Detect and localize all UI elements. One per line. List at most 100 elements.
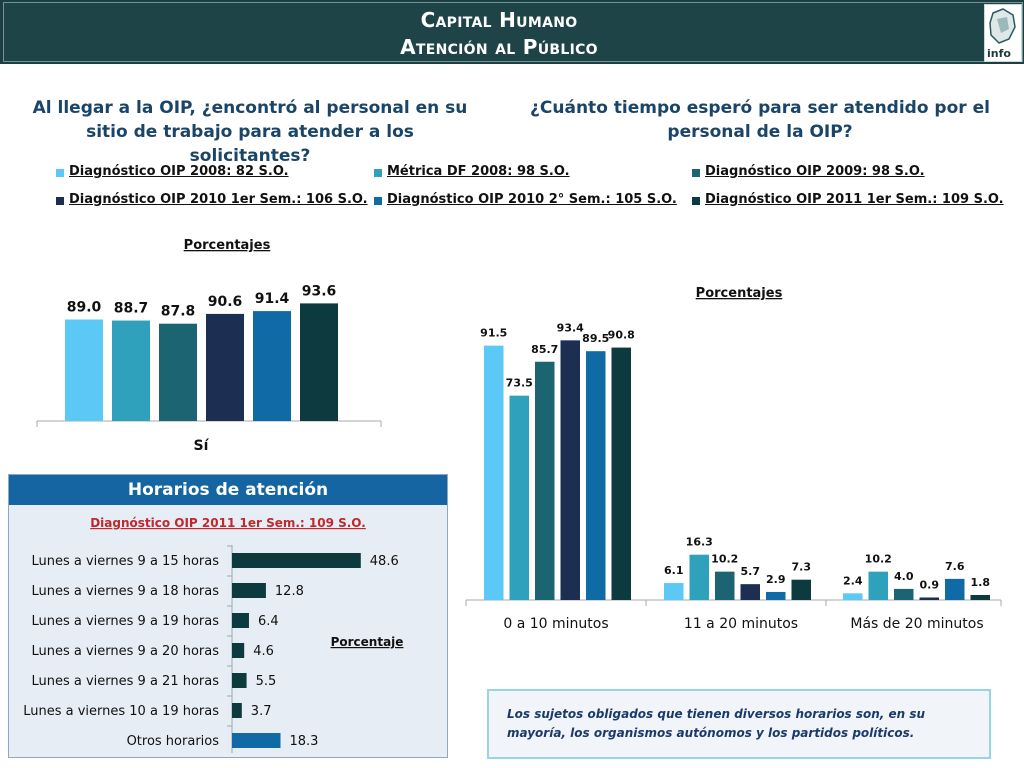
- chart3-bar-2: [232, 613, 249, 628]
- chart1-value-label-0: 89.0: [67, 300, 102, 316]
- chart2-value-label-2-4: 7.6: [945, 560, 965, 573]
- chart2-value-label-1-1: 16.3: [686, 536, 713, 549]
- chart2-bar-1-0: [664, 583, 684, 600]
- chart3-subtitle: Diagnóstico OIP 2011 1er Sem.: 109 S.O.: [90, 516, 366, 530]
- chart1-value-label-2: 87.8: [161, 304, 196, 320]
- chart2-bar-1-1: [689, 554, 709, 600]
- title-line-1: Capital Humano: [420, 8, 578, 32]
- chart3-value-label-4: 5.5: [256, 674, 277, 689]
- title-line-2: Atención al Público: [400, 35, 598, 59]
- chart2-value-label-0-3: 93.4: [557, 321, 584, 334]
- header-frame: Capital Humano Atención al Público: [3, 2, 1023, 62]
- panel-title: Horarios de atención: [9, 475, 447, 505]
- chart1-bar-3: [206, 313, 244, 421]
- legend-label-0: Diagnóstico OIP 2008: 82 S.O.: [69, 164, 289, 179]
- legend-swatch-1: [374, 169, 382, 177]
- chart2-value-label-2-2: 4.0: [894, 570, 914, 583]
- chart1-bar-0: [65, 319, 103, 421]
- chart2-bar-0-5: [611, 347, 631, 600]
- legend-swatch-0: [56, 169, 64, 177]
- note-box: Los sujetos obligados que tienen diverso…: [487, 689, 991, 759]
- chart1-bar-4: [253, 311, 291, 421]
- chart3-bar-3: [232, 643, 245, 658]
- chart2-title: Porcentajes: [696, 286, 783, 301]
- legend-label-1: Métrica DF 2008: 98 S.O.: [387, 164, 570, 179]
- chart2-value-label-2-0: 2.4: [843, 574, 863, 587]
- chart3-category-label-3: Lunes a viernes 9 a 20 horas: [31, 644, 219, 659]
- chart3-category-label-1: Lunes a viernes 9 a 18 horas: [31, 584, 219, 599]
- question-1: Al llegar a la OIP, ¿encontró al persona…: [32, 98, 468, 166]
- chart2-bar-1-2: [715, 571, 735, 600]
- chart1-bar-1: [112, 320, 150, 421]
- chart2-bar-1-3: [740, 584, 760, 600]
- chart3-bar-5: [232, 703, 242, 718]
- chart2-value-label-2-5: 1.8: [971, 576, 991, 589]
- chart2-value-label-1-2: 10.2: [711, 553, 738, 566]
- chart-wait-time: Porcentajes 91.5 73.5 85.7 93.489.590.8 0 a 1…: [465, 286, 1002, 632]
- chart2-category-label-0: 0 a 10 minutos: [503, 616, 608, 632]
- schedules-panel: Horarios de atención Diagnóstico OIP 201…: [8, 474, 448, 758]
- chart1-value-label-3: 90.6: [208, 294, 243, 310]
- question-2: ¿Cuánto tiempo esperó para ser atendido …: [530, 98, 990, 142]
- chart-schedules: Diagnóstico OIP 2011 1er Sem.: 109 S.O. L…: [23, 516, 404, 753]
- chart1-bar-2: [159, 323, 197, 421]
- note-text: Los sujetos obligados que tienen diverso…: [507, 707, 926, 740]
- chart1-bar-5: [300, 303, 338, 421]
- legend-label-3: Diagnóstico OIP 2010 1er Sem.: 106 S.O.: [69, 192, 368, 207]
- chart2-bar-2-1: [868, 571, 888, 600]
- chart2-value-label-1-4: 2.9: [766, 573, 786, 586]
- chart2-bar-2-5: [970, 594, 990, 600]
- chart2-bar-2-3: [919, 597, 939, 600]
- chart2-bar-2-0: [843, 593, 863, 600]
- chart2-value-label-0-2: 85.7: [531, 343, 558, 356]
- chart2-bar-0-4: [586, 351, 606, 600]
- legend-swatch-2: [692, 169, 700, 177]
- chart2-bar-0-1: [509, 395, 529, 600]
- chart1-value-label-5: 93.6: [302, 283, 337, 299]
- chart2-value-label-2-3: 0.9: [920, 578, 940, 591]
- chart3-bar-0: [232, 553, 361, 568]
- chart3-category-label-0: Lunes a viernes 9 a 15 horas: [31, 554, 219, 569]
- legend-swatch-5: [692, 197, 700, 205]
- chart1-category-label: Sí: [194, 438, 210, 454]
- legend-label-5: Diagnóstico OIP 2011 1er Sem.: 109 S.O.: [705, 192, 1004, 207]
- chart3-value-label-2: 6.4: [258, 614, 279, 629]
- chart2-bar-0-3: [560, 340, 580, 600]
- chart2-value-label-1-3: 5.7: [741, 565, 761, 578]
- chart3-category-label-5: Lunes a viernes 10 a 19 horas: [23, 704, 219, 719]
- legend-swatch-3: [56, 197, 64, 205]
- chart3-bar-4: [232, 673, 247, 688]
- info-logo: info: [984, 4, 1022, 62]
- legend-label-2: Diagnóstico OIP 2009: 98 S.O.: [705, 164, 925, 179]
- chart3-category-label-6: Otros horarios: [127, 734, 220, 749]
- chart2-value-label-0-4: 89.5: [582, 332, 609, 345]
- chart3-bar-6: [232, 733, 281, 748]
- chart3-value-label-1: 12.8: [275, 584, 304, 599]
- city-map-icon: [989, 8, 1016, 44]
- chart1-value-label-1: 88.7: [114, 301, 149, 317]
- chart3-value-label-6: 18.3: [289, 734, 318, 749]
- chart3-value-label-3: 4.6: [253, 644, 274, 659]
- legend-swatch-4: [374, 197, 382, 205]
- chart-presence: Porcentajes 89.0 88.7 87.8 90.6 91.4 93.6 Sí: [36, 238, 382, 454]
- chart2-value-label-0-0: 91.5: [480, 327, 507, 340]
- chart1-value-label-4: 91.4: [255, 291, 290, 307]
- chart3-axis-label: Porcentaje: [331, 635, 404, 649]
- chart2-value-label-0-1: 73.5: [506, 377, 533, 390]
- chart2-bar-2-4: [945, 578, 965, 600]
- chart3-category-label-2: Lunes a viernes 9 a 19 horas: [31, 614, 219, 629]
- chart3-value-label-5: 3.7: [251, 704, 272, 719]
- chart2-bar-1-5: [791, 579, 811, 600]
- chart3-value-label-0: 48.6: [370, 554, 399, 569]
- legend-label-4: Diagnóstico OIP 2010 2° Sem.: 105 S.O.: [387, 192, 677, 207]
- chart2-bar-0-2: [535, 361, 555, 600]
- chart2-value-label-1-0: 6.1: [664, 564, 684, 577]
- chart1-title: Porcentajes: [184, 238, 271, 253]
- chart3-category-label-4: Lunes a viernes 9 a 21 horas: [31, 674, 219, 689]
- chart2-value-label-1-5: 7.3: [792, 561, 812, 574]
- chart2-category-label-2: Más de 20 minutos: [850, 616, 983, 632]
- chart2-category-label-1: 11 a 20 minutos: [684, 616, 798, 632]
- chart2-value-label-0-5: 90.8: [608, 329, 635, 342]
- chart2-bar-2-2: [894, 588, 914, 600]
- chart2-bar-1-4: [766, 591, 786, 600]
